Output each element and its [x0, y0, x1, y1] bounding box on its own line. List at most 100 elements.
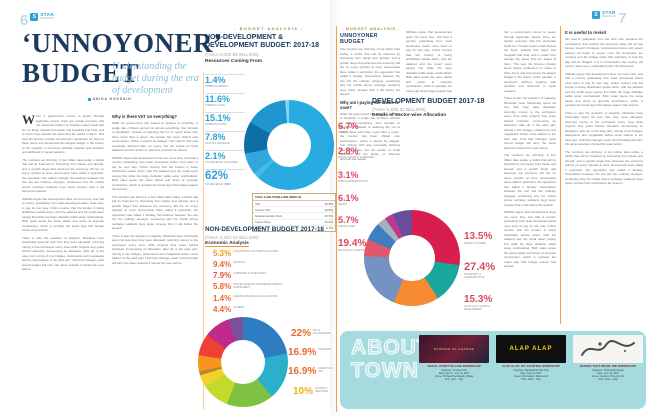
event-photo-caption: STORIES OF CHANGE	[433, 347, 475, 351]
star-weekend-logo-text: STAR WEEKEND	[602, 10, 616, 18]
event-photo: ALAP ALAP	[496, 335, 566, 363]
dev-item: 27.4% Transport & Communication	[464, 262, 502, 280]
resource-item: 15.1% Domestic Loan	[205, 112, 245, 126]
nondev-item: 7.9% Subsidies & Incentives	[213, 272, 325, 280]
nondev-item: 16.9% Interest	[288, 348, 333, 358]
ink-sketch-icon	[581, 340, 635, 356]
event-photo-caption: ALAP ALAP	[509, 346, 553, 352]
event-detail: Venue: Faculty of Fine Art, DU	[591, 375, 625, 379]
article-paragraph: There is also the question of capacity. …	[504, 96, 556, 150]
article-paragraph: There is also the question of capacity. …	[565, 110, 643, 147]
dev-item: 2.8% Social Security & Welfare	[338, 146, 382, 160]
nbr-table-header: TAKA 2,481.56 BILLION (NBR %)	[253, 194, 335, 201]
nondev-donut-hole	[221, 340, 265, 384]
dev-pct: 2.8%	[338, 146, 359, 156]
page-gutter-line	[336, 26, 337, 412]
nondev-label: Others	[233, 306, 245, 309]
nondev-pct: 9.4%	[213, 260, 232, 269]
column2-heading: Why is there VAT on everything?	[112, 114, 177, 119]
dev-label: Others	[338, 131, 348, 134]
article-paragraph: Officials argue that development does no…	[504, 210, 556, 268]
column-divider-line	[203, 72, 204, 410]
article-paragraph: hen a government comes to power through …	[504, 30, 556, 93]
nbr-breakdown-table: TAKA 2,481.56 BILLION (NBR %) VAT 36.8% I…	[252, 193, 336, 232]
column-rule-right-page	[560, 26, 561, 324]
dev-item: 5.7% Agriculture	[338, 215, 382, 229]
article-paragraph: There is also the question of capacity. …	[22, 235, 104, 272]
event-card: STORIES OF CHANGE VISUAL STORYTELLING WO…	[419, 335, 489, 382]
logo-title: STAR	[40, 12, 55, 17]
continued-header: UNNOYONER BUDGET	[340, 33, 378, 45]
nbr-row-label: Import Duty	[255, 220, 271, 225]
nondev-label: Pension	[233, 261, 245, 264]
logo-subtitle: WEEKEND	[40, 16, 55, 20]
article-paragraph: Officials argue that development does no…	[565, 71, 643, 108]
nbr-table-row: VAT 36.8%	[253, 201, 335, 208]
dev-label: Transport & Communication	[464, 273, 485, 279]
event-detail: Date: June 12, 2017	[597, 372, 619, 376]
article-paragraph: There is also the question of capacity. …	[112, 233, 198, 265]
dev-label: Local Govt & Rural Development	[464, 305, 491, 311]
resource-item: 1.4% Foreign Grants	[205, 74, 245, 88]
dev-chart-title: DEVELOPMENT BUDGET 2017-18	[372, 98, 485, 105]
nbr-row-label: VAT	[255, 201, 261, 206]
event-detail: Venue: Drik Gallery, Dhanmondi	[514, 375, 548, 379]
resource-pct: 1.4%	[205, 75, 226, 86]
nondev-pct: 22%	[291, 328, 312, 339]
byline-block: ANIKA HOSSAIN	[88, 97, 132, 101]
dev-donut-hole	[389, 235, 435, 281]
event-detail: Time: 10am – 5pm	[521, 378, 541, 382]
resource-item: 62% Tax Revenue (NBR)	[205, 169, 245, 186]
dev-item: 19.4% Education & Technology	[338, 238, 382, 253]
about-town-title-line2: TOWN	[351, 359, 419, 382]
dev-item: 6.1% Health	[338, 194, 382, 207]
about-town-section: ABOUT TOWN STORIES OF CHANGE VISUAL STOR…	[340, 331, 646, 409]
star-weekend-logo-icon: S	[592, 11, 600, 19]
resources-title-line2: DEVELOPMENT BUDGET: 2017-18	[205, 41, 319, 49]
left-page-number: 6	[20, 12, 29, 29]
dev-label: Public Administration	[338, 180, 368, 183]
event-detail: Time: 4pm – 7pm	[444, 378, 464, 382]
resource-label: Tax Revenue (Non-NBR)	[205, 161, 238, 165]
event-detail: Time: 11am – 2pm	[598, 378, 618, 382]
nondev-item: 16.9% Grants in Aid	[288, 367, 333, 377]
continuation-column-c: hen a government comes to power through …	[504, 30, 556, 324]
byline-bullet-icon	[88, 97, 91, 101]
article-paragraph: Officials argue that development does no…	[406, 30, 452, 94]
dev-pct: 6.7%	[338, 121, 359, 131]
nbr-row-label: Income Tax	[255, 207, 271, 212]
dev-item: 6.7% Others	[338, 121, 382, 135]
article-paragraph: the road to graduation from the LDC club…	[565, 37, 643, 69]
article-paragraph: The numbers are dizzying. A four trillio…	[565, 149, 643, 186]
dev-label: Social Security & Welfare	[338, 156, 374, 159]
resource-pct: 62%	[205, 170, 229, 183]
nondev-pct: 16.9%	[288, 366, 317, 377]
nbr-row-label: Supplementary Duty	[255, 213, 283, 218]
resource-pct: 2.1%	[205, 151, 226, 162]
nondev-pct: 5.3%	[213, 249, 232, 258]
nondev-pct: 10%	[293, 386, 314, 397]
nondev-label: Miscellaneous Non-Development Investment	[233, 283, 283, 290]
logo-title: STAR	[602, 10, 616, 15]
nbr-table-row: Import Duty 12.2%	[253, 220, 335, 226]
nondev-pct: 4.4%	[213, 305, 232, 314]
dev-pct: 19.4%	[338, 238, 367, 249]
budget-analysis-tag-left: - BUDGET ANALYSIS -	[234, 26, 304, 31]
nondev-item: 1.4% Unexpected Block Allocation	[213, 295, 325, 303]
right-page-number: 7	[618, 10, 627, 27]
left-page-header: 6 S STAR WEEKEND	[20, 12, 55, 29]
nbr-row-value: 12.2%	[324, 220, 333, 225]
dev-pct: 5.7%	[338, 215, 359, 225]
continuation-column-a: UNNOYONER BUDGET The numbers are dizzyin…	[340, 33, 400, 164]
event-card: ALAP ALAP ALAP ALAP: DIY LIGHTING WORKSH…	[496, 335, 566, 382]
dev-label: Energy & Power	[464, 242, 487, 245]
event-detail: Date: June 9 – July 14, 2017	[438, 372, 470, 376]
resource-label: Foreign Loan	[205, 104, 225, 108]
event-photo: STORIES OF CHANGE	[419, 335, 489, 363]
resource-label: Foreign Grants	[205, 85, 229, 89]
nondev-item: 22% Pay & Allowances	[291, 329, 333, 339]
nondev-pct: 5.8%	[213, 282, 232, 291]
resource-label: Tax Revenue (NBR)	[205, 182, 232, 186]
